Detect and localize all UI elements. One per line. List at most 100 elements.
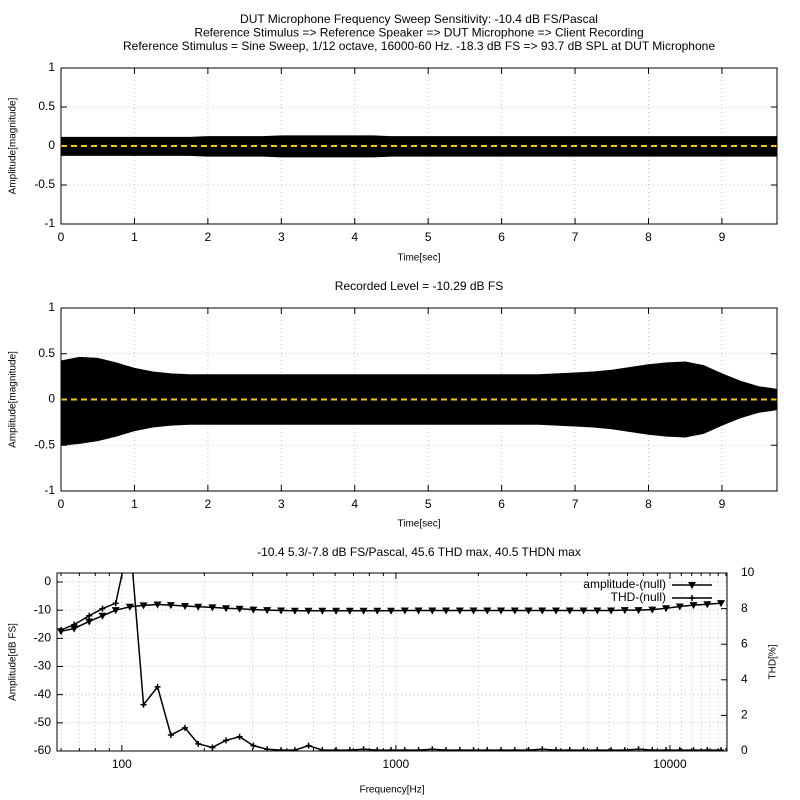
marker	[429, 746, 436, 751]
y-tick-label: -30	[34, 659, 52, 673]
marker	[153, 601, 162, 609]
x-tick-label: 4	[351, 497, 358, 511]
marker	[319, 747, 326, 751]
marker	[374, 747, 381, 751]
marker	[414, 607, 423, 615]
y-tick-label: -0.5	[34, 177, 55, 191]
x-tick-label: 6	[498, 497, 505, 511]
marker	[250, 742, 257, 749]
marker	[98, 612, 107, 620]
marker	[71, 621, 78, 628]
marker	[167, 731, 174, 738]
x-tick-label: 8	[645, 497, 652, 511]
marker	[538, 607, 547, 615]
marker	[470, 747, 477, 751]
marker	[346, 747, 353, 751]
marker	[703, 601, 712, 609]
y-tick-label: -20	[34, 631, 52, 645]
marker	[154, 683, 161, 690]
y-tick-label: 1	[48, 300, 55, 314]
x-tick-label: 3	[278, 497, 285, 511]
x-tick-label: 0	[58, 497, 65, 511]
marker	[594, 747, 601, 751]
chart-title: Recorded Level = -10.29 dB FS	[335, 279, 503, 293]
marker	[510, 607, 519, 615]
x-tick-label: 9	[719, 497, 726, 511]
marker	[539, 746, 546, 751]
marker	[675, 603, 684, 611]
plot-frame	[60, 67, 778, 225]
marker	[649, 747, 656, 751]
series-line	[60, 573, 722, 751]
y2-tick-label: 10	[741, 565, 755, 579]
y2-tick-label: 0	[741, 743, 748, 757]
marker	[484, 747, 491, 751]
x-tick-label: 5	[425, 497, 432, 511]
y-tick-label: -60	[34, 743, 52, 757]
marker	[690, 747, 697, 751]
chart-title: Reference Stimulus = Sine Sweep, 1/12 oc…	[123, 39, 715, 53]
marker	[469, 607, 478, 615]
y-tick-label: 0.5	[38, 346, 55, 360]
y-tick-label: 1	[48, 60, 55, 74]
marker	[635, 746, 642, 751]
marker	[579, 607, 588, 615]
x-tick-label: 7	[572, 230, 579, 244]
marker	[717, 600, 726, 608]
panel: Recorded Level = -10.29 dB FS Time[sec] Am…	[8, 279, 778, 530]
plot-area	[61, 356, 777, 446]
marker	[511, 747, 518, 751]
marker	[401, 747, 408, 751]
x-tick-label: 0	[58, 230, 65, 244]
marker	[360, 746, 367, 751]
marker	[565, 607, 574, 615]
marker	[290, 607, 299, 615]
marker	[85, 618, 94, 626]
marker	[388, 747, 395, 751]
legend-marker	[689, 595, 695, 601]
marker	[318, 607, 327, 615]
plot-area	[57, 534, 726, 751]
x-axis-label: Time[sec]	[398, 253, 441, 264]
x-tick-label: 100	[112, 757, 132, 771]
y-tick-label: -1	[44, 483, 55, 497]
marker	[689, 602, 698, 610]
marker	[524, 607, 533, 615]
marker	[195, 740, 202, 747]
marker	[263, 607, 272, 615]
marker	[127, 534, 133, 540]
marker	[140, 701, 147, 708]
marker	[277, 607, 286, 615]
marker	[593, 607, 602, 615]
marker	[455, 607, 464, 615]
marker	[552, 607, 561, 615]
marker	[443, 747, 450, 751]
x-tick-label: 1	[131, 497, 138, 511]
legend-label: amplitude-(null)	[583, 577, 666, 591]
x-tick-label: 4	[351, 230, 358, 244]
marker	[139, 602, 148, 610]
marker	[249, 606, 258, 614]
y-tick-label: 0	[44, 574, 51, 588]
marker	[400, 607, 409, 615]
marker	[209, 744, 216, 751]
marker	[648, 606, 657, 614]
marker	[291, 747, 298, 751]
marker	[662, 605, 671, 613]
y-tick-label: -40	[34, 687, 52, 701]
marker	[332, 607, 341, 615]
x-tick-label: 7	[572, 497, 579, 511]
marker	[620, 607, 629, 615]
y-axis-label: Amplitude[magnitude]	[8, 351, 19, 448]
marker	[359, 607, 368, 615]
marker	[166, 602, 175, 610]
marker	[621, 747, 628, 751]
y-tick-label: -10	[34, 602, 52, 616]
waveform-envelope	[61, 399, 777, 446]
plot-frame	[56, 572, 728, 752]
marker	[222, 605, 231, 613]
x-tick-label: 1	[131, 230, 138, 244]
y-tick-label: -50	[34, 715, 52, 729]
marker	[387, 607, 396, 615]
